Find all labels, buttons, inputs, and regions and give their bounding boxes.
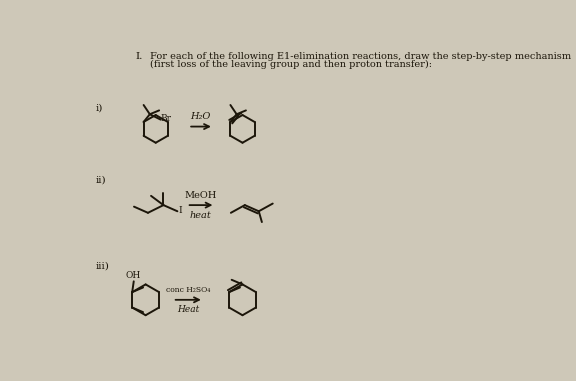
Text: Heat: Heat — [177, 305, 199, 314]
Text: For each of the following E1-elimination reactions, draw the step-by-step mechan: For each of the following E1-elimination… — [150, 52, 571, 61]
Text: I.: I. — [135, 52, 143, 61]
Text: conc H₂SO₄: conc H₂SO₄ — [166, 287, 210, 295]
Text: i): i) — [95, 104, 103, 112]
Text: MeOH: MeOH — [184, 191, 217, 200]
Text: I: I — [178, 206, 182, 215]
Text: heat: heat — [190, 210, 211, 219]
Text: OH: OH — [126, 271, 141, 280]
Text: (first loss of the leaving group and then proton transfer):: (first loss of the leaving group and the… — [150, 60, 431, 69]
Text: iii): iii) — [95, 261, 109, 271]
Text: ii): ii) — [95, 175, 106, 184]
Text: H₂O: H₂O — [191, 112, 211, 121]
Text: Br: Br — [161, 114, 172, 123]
